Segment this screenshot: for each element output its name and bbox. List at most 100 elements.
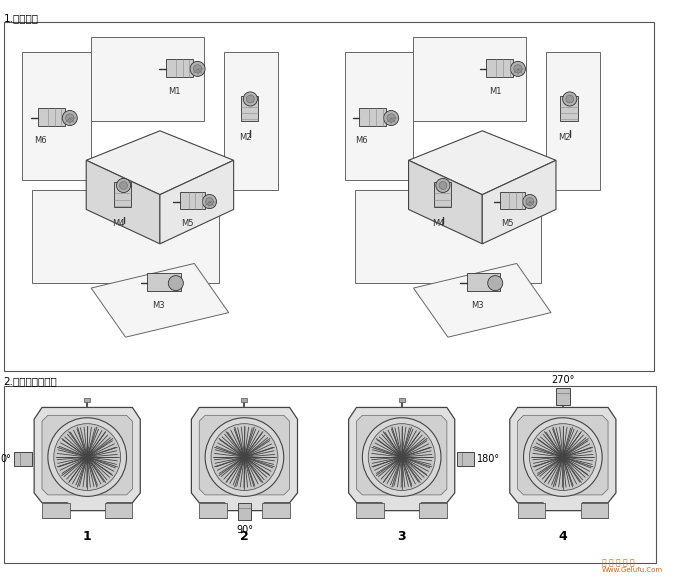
Bar	[42, 503, 70, 518]
Text: M5: M5	[181, 219, 194, 228]
Text: 4: 4	[558, 530, 567, 543]
Text: M3: M3	[471, 301, 484, 310]
Text: M6: M6	[34, 136, 47, 145]
Polygon shape	[356, 415, 447, 495]
Circle shape	[205, 198, 213, 206]
Polygon shape	[199, 415, 290, 495]
Polygon shape	[354, 190, 541, 283]
Polygon shape	[34, 407, 140, 511]
Text: M5: M5	[502, 219, 514, 228]
Text: 90°: 90°	[236, 525, 253, 535]
Bar	[3, 386, 656, 563]
Circle shape	[566, 95, 574, 103]
Bar	[500, 192, 525, 209]
Circle shape	[48, 418, 126, 496]
Bar	[84, 397, 90, 401]
Circle shape	[488, 275, 503, 290]
Bar	[359, 108, 386, 127]
Circle shape	[383, 110, 399, 125]
Text: 1.安裝方位: 1.安裝方位	[3, 13, 38, 23]
Circle shape	[510, 62, 525, 77]
Circle shape	[369, 424, 435, 490]
Text: M1: M1	[489, 87, 502, 96]
Text: M2: M2	[559, 133, 571, 142]
Bar	[560, 397, 566, 401]
Text: Www.Gelufu.Com: Www.Gelufu.Com	[602, 567, 664, 573]
Circle shape	[119, 181, 128, 189]
Bar	[147, 273, 181, 292]
Circle shape	[193, 64, 202, 73]
Polygon shape	[348, 407, 455, 511]
Bar	[262, 503, 290, 518]
Bar	[242, 397, 247, 401]
Polygon shape	[510, 407, 616, 511]
Bar	[105, 503, 132, 518]
Text: 1: 1	[83, 530, 92, 543]
Bar	[580, 503, 608, 518]
Text: M4: M4	[432, 219, 444, 228]
Bar	[238, 503, 251, 521]
Bar	[166, 59, 192, 77]
Circle shape	[65, 114, 74, 122]
Polygon shape	[22, 52, 91, 180]
Text: M6: M6	[355, 136, 368, 145]
Text: 2.電機接線盒角度: 2.電機接線盒角度	[3, 376, 57, 386]
Circle shape	[211, 424, 278, 490]
Bar	[399, 397, 404, 401]
Bar	[3, 21, 654, 371]
Circle shape	[522, 195, 537, 209]
Text: 2: 2	[240, 530, 249, 543]
Bar	[180, 192, 205, 209]
Text: 180°: 180°	[477, 454, 500, 464]
Polygon shape	[408, 160, 482, 244]
Circle shape	[190, 62, 205, 77]
Text: M4: M4	[113, 219, 125, 228]
Bar	[241, 96, 259, 121]
Bar	[14, 452, 32, 466]
Text: M1: M1	[169, 87, 181, 96]
Bar	[38, 108, 65, 127]
Bar	[560, 96, 578, 121]
Bar	[486, 59, 513, 77]
Circle shape	[205, 418, 284, 496]
Circle shape	[62, 110, 78, 125]
Circle shape	[529, 424, 596, 490]
Polygon shape	[160, 160, 234, 244]
Text: M2: M2	[239, 133, 252, 142]
Text: 0°: 0°	[1, 454, 11, 464]
Circle shape	[168, 275, 184, 290]
Text: M3: M3	[152, 301, 164, 310]
Polygon shape	[345, 52, 414, 180]
Bar	[518, 503, 545, 518]
Bar	[199, 503, 227, 518]
Text: 格 魯 夫 機 械: 格 魯 夫 機 械	[602, 558, 634, 567]
Polygon shape	[91, 37, 204, 121]
Circle shape	[387, 114, 396, 122]
Text: 3: 3	[398, 530, 406, 543]
Bar	[556, 388, 570, 406]
Circle shape	[563, 92, 577, 106]
Bar	[356, 503, 384, 518]
Circle shape	[243, 92, 257, 106]
Polygon shape	[408, 131, 556, 195]
Circle shape	[439, 181, 447, 189]
Circle shape	[436, 178, 450, 192]
Circle shape	[202, 195, 217, 209]
Circle shape	[117, 178, 131, 192]
Polygon shape	[414, 263, 551, 337]
Polygon shape	[42, 415, 132, 495]
Circle shape	[526, 198, 534, 206]
Polygon shape	[546, 52, 600, 190]
Text: 270°: 270°	[551, 375, 574, 385]
Bar	[467, 273, 500, 292]
Polygon shape	[482, 160, 556, 244]
Bar	[419, 503, 447, 518]
Bar	[114, 182, 132, 207]
Circle shape	[246, 95, 254, 103]
Circle shape	[54, 424, 121, 490]
Bar	[433, 182, 451, 207]
Polygon shape	[518, 415, 608, 495]
Polygon shape	[91, 263, 229, 337]
Polygon shape	[414, 37, 526, 121]
Circle shape	[362, 418, 441, 496]
